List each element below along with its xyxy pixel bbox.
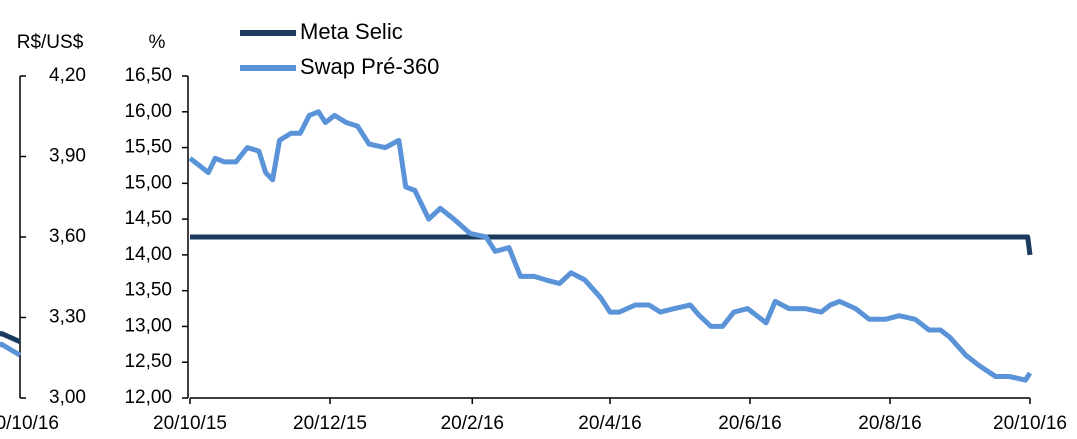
x-tick-label: 20/10/16 — [993, 413, 1067, 434]
y-tick-label: 3,60 — [49, 226, 86, 247]
y-tick-label: 3,90 — [49, 146, 86, 167]
y-axis-title: R$/US$ — [17, 32, 84, 53]
legend-label: Meta Selic — [300, 19, 403, 44]
y-tick-label: 12,00 — [124, 387, 172, 408]
y-tick-label: 16,50 — [124, 65, 172, 86]
y-tick-label: 12,50 — [124, 351, 172, 372]
x-tick-label: 20/10/16 — [0, 413, 59, 434]
y-axis-title: % — [149, 32, 166, 53]
series-line — [190, 234, 1033, 256]
x-tick-label: 20/10/15 — [153, 413, 227, 434]
series-line — [0, 331, 22, 344]
legend-label: Swap Pré-360 — [300, 54, 439, 79]
y-tick-label: 13,50 — [124, 280, 172, 301]
y-tick-label: 3,00 — [49, 387, 86, 408]
y-tick-label: 13,00 — [124, 315, 172, 336]
x-tick-label: 20/8/16 — [858, 413, 921, 434]
x-tick-label: 20/4/16 — [578, 413, 641, 434]
series-line — [188, 109, 1033, 383]
y-tick-label: 15,00 — [124, 172, 172, 193]
x-tick-label: 20/12/15 — [293, 413, 367, 434]
y-tick-label: 16,00 — [124, 101, 172, 122]
y-tick-label: 4,20 — [49, 65, 86, 86]
y-tick-label: 14,00 — [124, 244, 172, 265]
x-tick-label: 20/6/16 — [718, 413, 781, 434]
y-tick-label: 14,50 — [124, 208, 172, 229]
y-tick-label: 3,30 — [49, 307, 86, 328]
y-tick-label: 15,50 — [124, 137, 172, 158]
series-line — [0, 341, 22, 358]
x-tick-label: 20/2/16 — [441, 413, 504, 434]
